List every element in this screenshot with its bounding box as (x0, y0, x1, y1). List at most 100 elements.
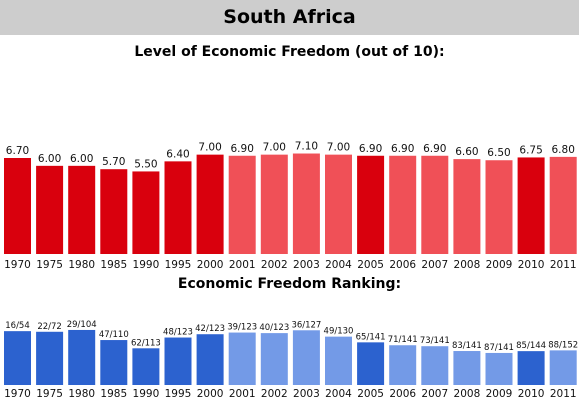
ranking-year-label-1995: 1995 (165, 388, 192, 400)
ranking-bar-2000 (196, 334, 224, 385)
ranking-year-label-2009: 2009 (486, 388, 513, 400)
ranking-chart-title: Economic Freedom Ranking: (177, 276, 402, 292)
freedom-bar-2003 (292, 153, 320, 254)
ranking-year-label-2005: 2005 (357, 388, 384, 400)
ranking-value-label-2000: 42/123 (195, 324, 225, 334)
freedom-bar-1980 (68, 165, 96, 254)
ranking-value-label-1980: 29/104 (67, 320, 97, 330)
freedom-year-label-2001: 2001 (229, 259, 256, 271)
ranking-year-label-2010: 2010 (518, 388, 545, 400)
ranking-value-label-2003: 36/127 (291, 320, 321, 330)
economic-freedom-level-chart: 6.70 1970 6.00 1975 6.00 1980 5.70 1985 5.50 1990… (4, 141, 577, 271)
freedom-year-label-1990: 1990 (133, 259, 160, 271)
ranking-value-label-2010: 85/144 (516, 341, 546, 351)
freedom-bar-2008 (453, 159, 481, 254)
ranking-bar-2008 (453, 351, 481, 385)
ranking-year-label-2004: 2004 (325, 388, 352, 400)
ranking-value-label-2009: 87/141 (484, 343, 514, 353)
freedom-year-label-2011: 2011 (550, 259, 577, 271)
freedom-value-label-2008: 6.60 (455, 146, 478, 158)
ranking-value-label-2011: 88/152 (548, 340, 578, 350)
ranking-bar-2007 (421, 346, 449, 385)
freedom-bar-2009 (485, 160, 513, 254)
ranking-value-label-2007: 73/141 (420, 336, 450, 346)
freedom-value-label-1970: 6.70 (6, 145, 29, 157)
ranking-bar-2001 (228, 332, 256, 385)
freedom-value-label-1980: 6.00 (70, 153, 93, 165)
freedom-year-label-2006: 2006 (389, 259, 416, 271)
freedom-value-label-2011: 6.80 (552, 144, 575, 156)
freedom-value-label-2003: 7.10 (295, 141, 318, 153)
ranking-value-label-2002: 40/123 (259, 323, 289, 333)
freedom-year-label-2009: 2009 (486, 259, 513, 271)
freedom-year-label-2002: 2002 (261, 259, 288, 271)
freedom-year-label-1980: 1980 (68, 259, 95, 271)
ranking-year-label-2002: 2002 (261, 388, 288, 400)
freedom-year-label-1995: 1995 (165, 259, 192, 271)
freedom-year-label-1975: 1975 (36, 259, 63, 271)
freedom-bar-2000 (196, 154, 224, 254)
freedom-year-label-2000: 2000 (197, 259, 224, 271)
freedom-year-label-1970: 1970 (4, 259, 31, 271)
ranking-value-label-1990: 62/113 (131, 338, 161, 348)
ranking-value-label-1970: 16/54 (5, 321, 30, 331)
ranking-bar-1995 (164, 337, 192, 385)
freedom-bar-2010 (517, 157, 545, 254)
ranking-value-label-2006: 71/141 (388, 335, 418, 345)
ranking-value-label-2001: 39/123 (227, 323, 257, 333)
ranking-bar-1990 (132, 348, 160, 385)
freedom-bar-2006 (389, 155, 417, 254)
freedom-bar-1970 (4, 158, 31, 254)
ranking-bar-2010 (517, 351, 545, 385)
freedom-bar-2004 (325, 154, 352, 254)
ranking-bar-1980 (68, 329, 96, 385)
freedom-value-label-2006: 6.90 (391, 143, 414, 155)
freedom-year-label-2010: 2010 (518, 259, 545, 271)
ranking-bar-2009 (485, 352, 513, 385)
ranking-value-label-1975: 22/72 (37, 322, 62, 332)
ranking-year-label-1990: 1990 (133, 388, 160, 400)
ranking-year-label-2003: 2003 (293, 388, 320, 400)
freedom-value-label-2010: 6.75 (519, 144, 542, 156)
freedom-bar-1975 (36, 165, 64, 254)
ranking-value-label-2005: 65/141 (356, 332, 386, 342)
freedom-bar-2002 (260, 154, 288, 254)
freedom-bar-1990 (132, 171, 160, 254)
freedom-year-label-2003: 2003 (293, 259, 320, 271)
freedom-value-label-2007: 6.90 (423, 143, 446, 155)
freedom-value-label-2005: 6.90 (359, 143, 382, 155)
freedom-value-label-2009: 6.50 (487, 147, 510, 159)
freedom-year-label-1985: 1985 (100, 259, 127, 271)
freedom-bar-2005 (357, 155, 385, 254)
ranking-bar-2003 (292, 330, 320, 385)
freedom-year-label-2005: 2005 (357, 259, 384, 271)
freedom-year-label-2007: 2007 (421, 259, 448, 271)
ranking-year-label-1985: 1985 (100, 388, 127, 400)
freedom-value-label-2002: 7.00 (263, 142, 286, 154)
ranking-year-label-2001: 2001 (229, 388, 256, 400)
freedom-value-label-1995: 6.40 (166, 148, 189, 160)
ranking-year-label-2011: 2011 (550, 388, 577, 400)
freedom-value-label-2000: 7.00 (198, 142, 221, 154)
freedom-value-label-2004: 7.00 (327, 142, 350, 154)
ranking-value-label-2004: 49/130 (324, 327, 354, 337)
ranking-year-label-2008: 2008 (454, 388, 481, 400)
freedom-value-label-1985: 5.70 (102, 156, 125, 168)
ranking-bar-1985 (100, 340, 128, 385)
ranking-year-label-1980: 1980 (68, 388, 95, 400)
ranking-bar-2004 (325, 336, 352, 385)
ranking-year-label-2000: 2000 (197, 388, 224, 400)
freedom-year-label-2008: 2008 (454, 259, 481, 271)
freedom-value-label-2001: 6.90 (231, 143, 254, 155)
freedom-bar-2001 (228, 155, 256, 254)
ranking-value-label-2008: 83/141 (452, 341, 482, 351)
economic-freedom-ranking-chart: 16/54 1970 22/72 1975 29/104 1980 47/110 1985 62… (4, 320, 578, 400)
ranking-year-label-1975: 1975 (36, 388, 63, 400)
freedom-year-label-2004: 2004 (325, 259, 352, 271)
ranking-bar-1970 (4, 331, 31, 385)
ranking-bar-1975 (36, 331, 64, 385)
ranking-bar-2011 (549, 350, 577, 385)
ranking-year-label-1970: 1970 (4, 388, 31, 400)
ranking-year-label-2006: 2006 (389, 388, 416, 400)
ranking-bar-2002 (260, 333, 288, 385)
